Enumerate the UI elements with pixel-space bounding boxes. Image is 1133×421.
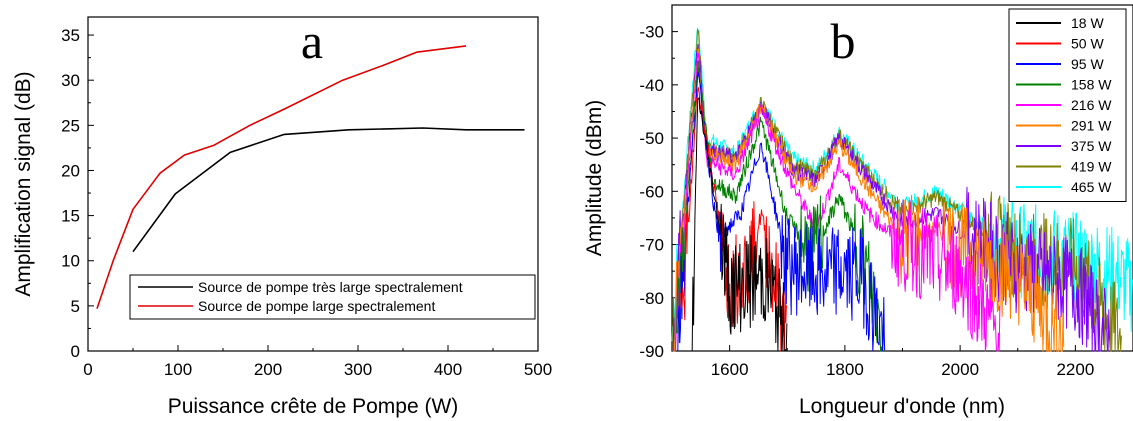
- y-tick-label-b-4: -70: [639, 236, 664, 255]
- y-tick-label-b-0: -30: [639, 23, 664, 42]
- legend-a: Source de pompe très large spectralement…: [129, 274, 536, 320]
- x-tick-label-a-4: 400: [434, 360, 462, 379]
- legend-label-b-7: 419 W: [1071, 159, 1112, 175]
- x-tick-label-b-2: 2000: [941, 360, 979, 379]
- panel-b: 1600 1800 2000 2200-30-40-50-60-70-80-90 b …: [583, 4, 1133, 418]
- legend-frame-a: [129, 274, 536, 320]
- series-line-a-1: [96, 45, 467, 309]
- legend-label-b-1: 50 W: [1071, 36, 1104, 52]
- x-tick-label-a-2: 200: [254, 360, 282, 379]
- legend-label-a-1: Source de pompe large spectralement: [198, 298, 435, 314]
- y-tick-label-a-3: 15: [61, 207, 80, 226]
- series-line-b-8: [671, 27, 1133, 352]
- legend-label-b-3: 158 W: [1071, 77, 1112, 93]
- y-tick-label-a-4: 20: [61, 161, 80, 180]
- legend-label-b-5: 291 W: [1071, 118, 1112, 134]
- legend-label-b-2: 95 W: [1071, 56, 1104, 72]
- y-axis-title-b: Amplitude (dBm): [583, 100, 606, 256]
- x-tick-label-b-3: 2200: [1056, 360, 1094, 379]
- y-tick-label-b-1: -40: [639, 76, 664, 95]
- y-tick-label-b-2: -50: [639, 129, 664, 148]
- x-tick-label-a-5: 500: [524, 360, 552, 379]
- y-tick-label-a-5: 25: [61, 116, 80, 135]
- y-tick-label-b-5: -80: [639, 289, 664, 308]
- panel-label-b: b: [831, 13, 856, 69]
- panel-a: 0 100 200 300 400 500 0 5 10 15 20 25 30 35 a Source …: [12, 13, 552, 418]
- y-tick-label-a-6: 30: [61, 71, 80, 90]
- series-line-b-5: [673, 48, 1065, 352]
- panel-label-a: a: [301, 13, 323, 69]
- x-tick-label-b-1: 1800: [826, 360, 864, 379]
- series-a: [96, 45, 525, 309]
- legend-label-a-0: Source de pompe très large spectralement: [198, 279, 463, 295]
- legend-label-b-0: 18 W: [1071, 15, 1104, 31]
- legend-label-b-4: 216 W: [1071, 97, 1112, 113]
- series-line-a-0: [132, 127, 525, 253]
- x-axis-title-b: Longueur d'onde (nm): [799, 395, 1005, 418]
- axes-b: 1600 1800 2000 2200 -30 -40 -50 -60 -70 -80 -90: [639, 4, 1094, 379]
- y-tick-label-a-7: 35: [61, 26, 80, 45]
- series-b: [671, 27, 1133, 352]
- series-line-b-2: [677, 72, 885, 352]
- series-line-b-0: [691, 97, 788, 352]
- y-tick-label-a-1: 5: [71, 297, 80, 316]
- y-tick-label-a-0: 0: [71, 342, 80, 361]
- legend-b: 18 W 50 W 95 W 158 W 216 W 291 W 375 W 419 W 465…: [1008, 8, 1127, 202]
- legend-label-b-8: 465 W: [1071, 179, 1112, 195]
- x-axis-title-a: Puissance crête de Pompe (W): [168, 395, 459, 418]
- y-axis-title-a: Amplification signal (dB): [12, 71, 35, 296]
- y-tick-label-b-3: -60: [639, 182, 664, 201]
- axes-a: 0 100 200 300 400 500 0 5 10 15 20 25 30 35: [61, 26, 552, 379]
- legend-label-b-6: 375 W: [1071, 138, 1112, 154]
- x-tick-label-b-0: 1600: [711, 360, 749, 379]
- series-line-b-4: [674, 52, 1001, 352]
- series-line-b-3: [676, 60, 886, 352]
- x-tick-label-a-0: 0: [83, 360, 92, 379]
- y-tick-label-b-6: -90: [639, 342, 664, 361]
- x-tick-label-a-3: 300: [344, 360, 372, 379]
- x-tick-label-a-1: 100: [164, 360, 192, 379]
- y-tick-label-a-2: 10: [61, 252, 80, 271]
